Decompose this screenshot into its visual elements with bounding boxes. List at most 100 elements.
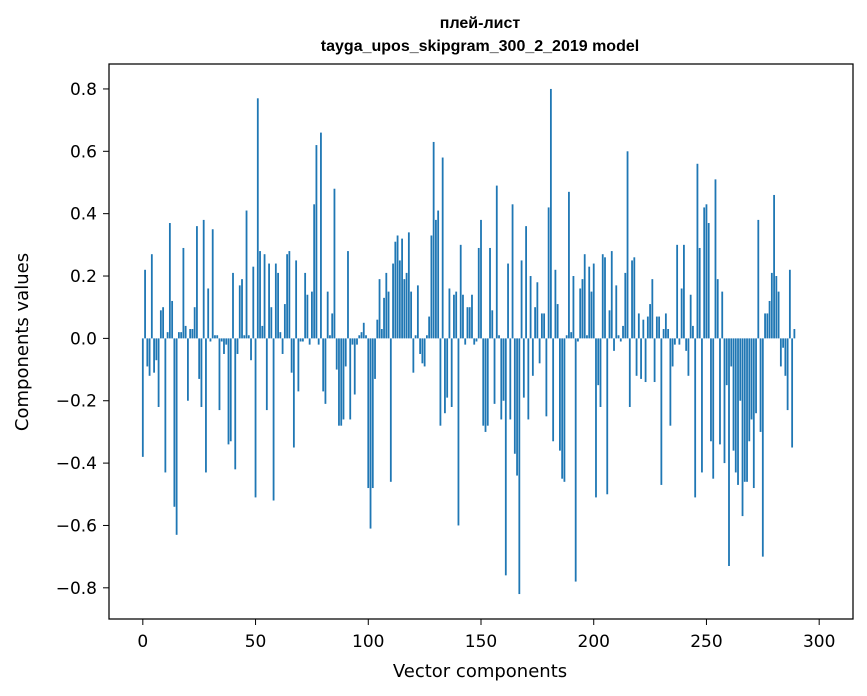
bar-218 <box>633 257 636 339</box>
bar-206 <box>606 338 609 495</box>
bar-28 <box>205 338 207 473</box>
bar-130 <box>435 219 437 339</box>
bar-18 <box>182 247 185 339</box>
bar-89 <box>342 338 345 420</box>
bar-284 <box>782 338 785 348</box>
bar-163 <box>509 338 512 420</box>
bar-0 <box>141 338 144 457</box>
y-tick-label: 0.6 <box>70 142 97 162</box>
bar-44 <box>241 279 243 339</box>
chart-subtitle: tayga_upos_skipgram_300_2_2019 model <box>321 38 639 55</box>
bar-282 <box>777 291 780 339</box>
bar-271 <box>752 338 755 489</box>
bar-169 <box>522 338 525 398</box>
bar-95 <box>356 338 358 345</box>
bar-19 <box>184 325 187 339</box>
bar-119 <box>410 291 413 339</box>
bar-173 <box>531 338 534 376</box>
bar-115 <box>401 238 403 339</box>
bar-135 <box>446 338 449 398</box>
y-tick-label: −0.4 <box>56 454 97 474</box>
bar-281 <box>775 276 778 339</box>
bar-213 <box>622 325 624 339</box>
bar-3 <box>148 338 151 376</box>
bar-167 <box>518 338 521 595</box>
bar-60 <box>277 272 279 339</box>
bar-285 <box>784 338 787 376</box>
bar-279 <box>770 272 773 339</box>
bar-286 <box>786 338 789 411</box>
bar-8 <box>159 310 162 339</box>
bar-26 <box>200 338 203 407</box>
bar-247 <box>698 247 701 339</box>
bar-161 <box>504 338 507 576</box>
bar-30 <box>209 338 212 342</box>
bar-192 <box>574 338 577 582</box>
bar-97 <box>360 332 363 339</box>
bar-171 <box>527 338 530 420</box>
x-axis-ticks: 0 50 100 150 200 250 300 <box>137 619 835 652</box>
bar-245 <box>694 338 697 498</box>
bar-94 <box>353 338 356 395</box>
bar-200 <box>592 263 595 339</box>
bar-40 <box>232 272 234 339</box>
bar-12 <box>168 223 171 339</box>
bar-276 <box>764 313 766 339</box>
bar-264 <box>737 338 739 485</box>
bar-252 <box>710 338 712 442</box>
bar-259 <box>725 338 728 386</box>
bar-77 <box>315 145 318 339</box>
bar-238 <box>678 338 681 345</box>
bar-7 <box>157 338 160 407</box>
bar-62 <box>281 338 284 354</box>
bar-175 <box>536 282 539 339</box>
bar-121 <box>414 335 417 339</box>
bar-236 <box>673 338 676 345</box>
bar-127 <box>428 316 431 339</box>
bar-14 <box>173 338 176 507</box>
bar-214 <box>624 272 627 339</box>
bar-267 <box>743 338 746 482</box>
bar-227 <box>653 338 656 383</box>
bar-234 <box>669 338 672 426</box>
bar-210 <box>615 285 618 339</box>
bar-107 <box>383 297 385 339</box>
bar-129 <box>432 141 435 339</box>
bar-111 <box>392 263 394 339</box>
bar-81 <box>324 338 327 404</box>
bar-139 <box>455 291 458 339</box>
bar-56 <box>268 263 270 339</box>
bar-261 <box>730 338 733 367</box>
bar-197 <box>586 335 588 339</box>
bar-47 <box>247 335 250 339</box>
bar-63 <box>283 304 286 339</box>
bar-41 <box>234 338 237 470</box>
bar-155 <box>491 310 494 339</box>
bar-2 <box>146 338 149 367</box>
bar-23 <box>193 307 196 339</box>
bar-37 <box>225 338 228 345</box>
bar-17 <box>180 332 183 339</box>
bar-239 <box>680 288 683 339</box>
bar-86 <box>335 338 338 370</box>
bar-55 <box>265 338 268 411</box>
bar-152 <box>484 338 487 432</box>
bar-237 <box>676 244 679 339</box>
bar-102 <box>371 338 374 489</box>
bar-204 <box>601 254 604 339</box>
bar-246 <box>696 163 699 339</box>
bar-10 <box>164 338 167 473</box>
bar-101 <box>369 338 372 529</box>
bar-190 <box>570 332 573 339</box>
bar-39 <box>229 338 232 442</box>
bar-185 <box>559 338 561 451</box>
bar-113 <box>396 235 399 339</box>
bar-145 <box>468 307 471 339</box>
x-tick-label: 100 <box>352 632 384 652</box>
bar-154 <box>489 247 491 339</box>
bar-133 <box>441 157 444 339</box>
bar-181 <box>549 88 552 339</box>
bar-230 <box>660 338 663 485</box>
y-tick-label: −0.8 <box>56 579 97 599</box>
